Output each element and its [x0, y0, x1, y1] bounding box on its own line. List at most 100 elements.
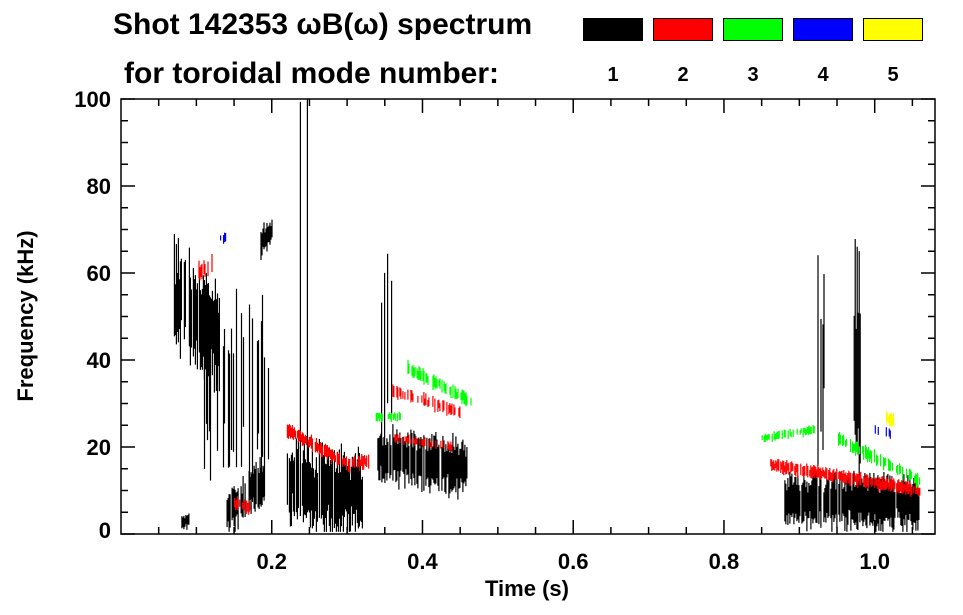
- spectral-mark: [777, 459, 779, 471]
- spectral-mark: [864, 473, 866, 520]
- spectral-mark: [783, 429, 785, 438]
- spectral-mark: [803, 465, 805, 478]
- spectral-mark: [902, 466, 904, 481]
- feature-mode-3: [838, 432, 921, 488]
- spectral-mark: [888, 486, 890, 519]
- spectral-mark: [870, 477, 872, 523]
- spectral-mark: [248, 503, 250, 515]
- spectral-mark: [777, 431, 779, 440]
- spectral-mark: [781, 462, 783, 470]
- spectral-mark: [413, 437, 415, 444]
- spectral-mark: [379, 414, 381, 419]
- spectral-mark: [884, 488, 886, 521]
- spectral-mark: [874, 479, 876, 515]
- spectral-mark: [432, 375, 434, 390]
- spectral-mark: [918, 487, 920, 497]
- spectral-mark: [872, 482, 874, 526]
- spectral-mark: [397, 387, 399, 400]
- spectral-mark: [304, 459, 306, 516]
- y-tick-label: 100: [74, 87, 111, 112]
- legend-label-mode-4: 4: [817, 64, 829, 86]
- spectral-mark: [254, 469, 256, 512]
- spectral-mark: [429, 438, 431, 494]
- spectral-mark: [189, 277, 191, 366]
- spectral-mark: [193, 279, 195, 349]
- spectral-mark: [391, 280, 393, 415]
- spectral-mark: [765, 435, 767, 441]
- spectral-mark: [454, 386, 456, 399]
- spectral-mark: [262, 228, 264, 247]
- spectral-mark: [861, 478, 863, 521]
- spectral-mark: [917, 473, 919, 487]
- spectral-mark: [871, 451, 873, 464]
- spectral-mark: [453, 446, 455, 489]
- spectral-mark: [825, 484, 827, 523]
- spectral-mark: [832, 474, 834, 515]
- spectral-mark: [886, 477, 888, 489]
- spectral-mark: [305, 436, 307, 446]
- legend-swatch-mode-2: [653, 18, 713, 41]
- spectral-mark: [354, 455, 356, 468]
- spectral-mark: [803, 472, 805, 521]
- spectral-mark: [201, 288, 203, 370]
- spectral-mark: [884, 478, 886, 490]
- spectral-mark: [889, 459, 891, 472]
- spectral-mark: [894, 492, 896, 518]
- spectral-mark: [286, 424, 288, 438]
- spectral-mark: [421, 438, 423, 446]
- spectral-mark: [813, 425, 815, 434]
- spectral-mark: [295, 438, 297, 513]
- spectral-mark: [796, 463, 798, 473]
- spectral-mark: [887, 479, 889, 488]
- spectral-mark: [327, 455, 329, 505]
- spectral-mark: [211, 254, 213, 272]
- feature-mode-4: [874, 425, 891, 439]
- spectral-mark: [423, 435, 425, 491]
- spectral-mark: [345, 456, 347, 471]
- spectral-mark: [865, 444, 867, 459]
- spectral-mark: [906, 481, 908, 492]
- spectral-mark: [201, 263, 203, 279]
- feature-mode-4: [220, 232, 227, 244]
- spectral-mark: [336, 452, 338, 466]
- spectral-mark: [334, 472, 336, 524]
- spectral-mark: [780, 461, 782, 473]
- spectral-mark: [793, 482, 795, 525]
- spectral-mark: [917, 484, 919, 495]
- spectral-mark: [299, 101, 301, 450]
- spectral-mark: [840, 434, 842, 445]
- spectral-mark: [853, 444, 855, 453]
- spectral-mark: [813, 465, 815, 477]
- spectral-mark: [462, 390, 464, 401]
- spectral-mark: [815, 472, 817, 523]
- spectral-mark: [227, 350, 230, 468]
- spectral-mark: [866, 474, 868, 487]
- spectral-mark: [204, 264, 206, 277]
- spectral-mark: [256, 341, 259, 450]
- spectral-mark: [386, 438, 388, 481]
- spectral-mark: [346, 466, 348, 531]
- spectral-mark: [223, 329, 226, 424]
- spectral-mark: [437, 447, 439, 486]
- spectral-mark: [240, 486, 242, 514]
- spectral-mark: [764, 433, 766, 443]
- spectral-mark: [808, 482, 810, 519]
- spectral-mark: [792, 429, 794, 437]
- spectral-mark: [420, 437, 422, 477]
- spectral-mark: [819, 468, 821, 480]
- spectral-mark: [173, 234, 175, 337]
- spectral-mark: [817, 255, 819, 466]
- spectral-mark: [410, 429, 412, 480]
- spectral-mark: [460, 448, 462, 479]
- spectral-mark: [326, 451, 328, 511]
- spectral-mark: [384, 272, 386, 460]
- spectral-mark: [388, 412, 390, 419]
- spectral-mark: [183, 262, 185, 340]
- legend-swatch-mode-3: [723, 18, 783, 41]
- spectral-mark: [897, 487, 899, 518]
- spectral-mark: [332, 451, 334, 460]
- spectral-mark: [845, 472, 847, 485]
- spectral-mark: [896, 483, 898, 493]
- spectral-mark: [411, 366, 413, 376]
- spectral-mark: [428, 397, 430, 407]
